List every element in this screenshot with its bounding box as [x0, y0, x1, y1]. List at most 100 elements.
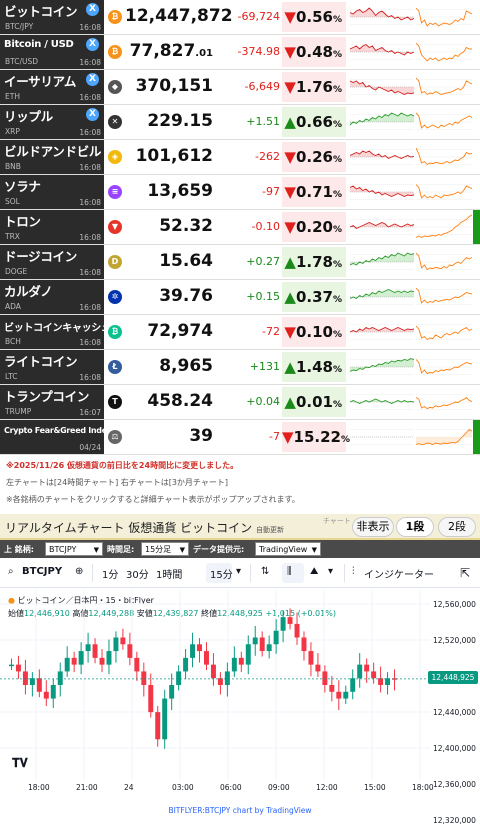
two-row-button[interactable]: 2段 — [438, 517, 476, 537]
coin-change: -6,649 — [244, 80, 280, 93]
y-tick-label: 12,400,000 — [433, 744, 476, 753]
3m-sparkline[interactable] — [416, 282, 472, 312]
coin-name-cell: カルダノ ADA 16:08 — [0, 280, 104, 314]
3m-sparkline[interactable] — [416, 177, 472, 207]
tv-symbol[interactable]: BTCJPY — [22, 566, 63, 577]
candle-body — [92, 644, 98, 658]
3m-sparkline[interactable] — [416, 352, 472, 382]
compare-icon[interactable]: ⇅ — [261, 566, 270, 577]
hide-chart-button[interactable]: 非表示 — [352, 517, 394, 537]
coin-price: 8,965 — [159, 356, 213, 376]
tradingview-credit-link[interactable]: BITFLYER:BTCJPY chart by TradingView — [168, 806, 312, 815]
candle-body — [210, 664, 216, 679]
3m-sparkline[interactable] — [416, 317, 472, 347]
last-price-label: 12,448,925 — [428, 671, 478, 684]
rate-row: ビルドアンドビルド BNB 16:08 ◈ 101,612 -262 ▼0.26… — [0, 140, 480, 175]
coin-change: -374.98 — [237, 45, 280, 58]
rate-row: Crypto Fear&Greed Index 04/24 ⚖ 39 -7 ▼1… — [0, 420, 480, 455]
x-tick-label: 06:00 — [220, 783, 242, 792]
coin-change: -7 — [269, 430, 280, 443]
coin-name: ライトコイン — [4, 354, 78, 369]
popout-icon[interactable]: ⇱ — [460, 566, 471, 580]
interval-30m[interactable]: 30分 — [126, 570, 149, 581]
candle-type-icon[interactable]: ⫼ — [287, 566, 292, 577]
24h-sparkline[interactable] — [350, 352, 414, 382]
24h-sparkline[interactable] — [350, 72, 414, 102]
coin-change: -72 — [262, 325, 280, 338]
3m-sparkline[interactable] — [416, 2, 472, 32]
candle-body — [266, 644, 272, 652]
3m-sparkline[interactable] — [416, 387, 472, 417]
interval-label: 時間足: — [107, 545, 135, 554]
y-tick-label: 12,320,000 — [433, 816, 476, 825]
x-share-icon[interactable]: X — [86, 38, 99, 51]
24h-sparkline[interactable] — [350, 142, 414, 172]
candle-body — [259, 637, 265, 652]
24h-sparkline[interactable] — [350, 107, 414, 137]
24h-sparkline[interactable] — [350, 387, 414, 417]
3m-sparkline[interactable] — [416, 142, 472, 172]
24h-sparkline[interactable] — [350, 212, 414, 242]
realtime-chart-header: リアルタイムチャート 仮想通貨 ビットコイン 自動更新 チャート 非表示 1段 … — [0, 514, 480, 540]
3m-sparkline[interactable] — [416, 107, 472, 137]
24h-sparkline[interactable] — [350, 247, 414, 277]
interval-select[interactable]: 15分足 ▼ — [141, 542, 189, 556]
chart-type-dropdown-icon[interactable]: ▾ — [328, 566, 334, 577]
interval-15m[interactable]: 15分 — [210, 570, 233, 581]
24h-sparkline[interactable] — [350, 317, 414, 347]
3m-sparkline[interactable] — [416, 37, 472, 67]
add-symbol-icon[interactable]: ⊕ — [75, 566, 84, 577]
candlestick-chart[interactable] — [0, 590, 430, 780]
coin-price: 77,827.01 — [129, 41, 213, 61]
candle-body — [224, 671, 230, 685]
area-type-icon[interactable]: ⛰ — [310, 566, 319, 577]
coin-symbol: SOL — [5, 197, 20, 206]
candle-body — [36, 678, 42, 692]
x-tick-label: 15:00 — [364, 783, 386, 792]
coin-change: +1.51 — [246, 115, 280, 128]
x-share-icon[interactable]: X — [86, 73, 99, 86]
24h-sparkline[interactable] — [350, 2, 414, 32]
candle-body — [217, 678, 223, 685]
24h-sparkline[interactable] — [350, 282, 414, 312]
coin-name: Crypto Fear&Greed Index — [4, 426, 112, 435]
rate-row: ビットコインキャッシュ BCH 16:08 ₿ 72,974 -72 ▼0.10… — [0, 315, 480, 350]
3m-sparkline[interactable] — [416, 72, 472, 102]
tv-toolbar: ⌕ BTCJPY ⊕ 1分 30分 1時間 15分 ▾ ⇅ ⫼ ⛰ ▾ ⫶ イン… — [0, 558, 480, 588]
coin-name: トランプコイン — [4, 389, 90, 404]
y-tick-label: 12,360,000 — [433, 780, 476, 789]
x-share-icon[interactable]: X — [86, 108, 99, 121]
coin-name-cell: リップル XRP 16:08 X — [0, 105, 104, 139]
bnb-icon: ◈ — [108, 150, 122, 164]
interval-dropdown-icon[interactable]: ▾ — [236, 566, 242, 577]
symbol-label: 上 銘柄: — [4, 545, 34, 554]
coin-change-percent: ▼0.20% — [282, 212, 346, 242]
search-icon[interactable]: ⌕ — [8, 566, 14, 577]
24h-sparkline[interactable] — [350, 422, 414, 452]
coin-change-percent: ▲0.01% — [282, 387, 346, 417]
indicators-button[interactable]: インジケーター — [364, 570, 434, 581]
tradingview-widget: ⌕ BTCJPY ⊕ 1分 30分 1時間 15分 ▾ ⇅ ⫼ ⛰ ▾ ⫶ イン… — [0, 558, 480, 820]
interval-1h[interactable]: 1時間 — [156, 570, 183, 581]
24h-sparkline[interactable] — [350, 37, 414, 67]
xrp-icon: ✕ — [108, 115, 122, 129]
symbol-select[interactable]: BTCJPY ▼ — [45, 542, 103, 556]
candle-body — [134, 657, 140, 672]
x-share-icon[interactable]: X — [86, 3, 99, 16]
x-tick-label: 24 — [124, 783, 134, 792]
coin-change: -97 — [262, 185, 280, 198]
coin-time: 16:08 — [79, 233, 101, 242]
3m-sparkline[interactable] — [416, 247, 472, 277]
trend-bar — [473, 210, 480, 244]
3m-sparkline[interactable] — [416, 212, 472, 242]
3m-sparkline[interactable] — [416, 422, 472, 452]
one-row-button[interactable]: 1段 — [396, 517, 434, 537]
indicators-icon[interactable]: ⫶ — [352, 566, 355, 577]
interval-1m[interactable]: 1分 — [102, 570, 119, 581]
24h-sparkline[interactable] — [350, 177, 414, 207]
solana-icon: ≡ — [108, 185, 122, 199]
y-tick-label: 12,520,000 — [433, 636, 476, 645]
provider-select[interactable]: TradingView ▼ — [255, 542, 321, 556]
coin-time: 16:08 — [79, 128, 101, 137]
coin-time: 16:07 — [79, 408, 101, 417]
